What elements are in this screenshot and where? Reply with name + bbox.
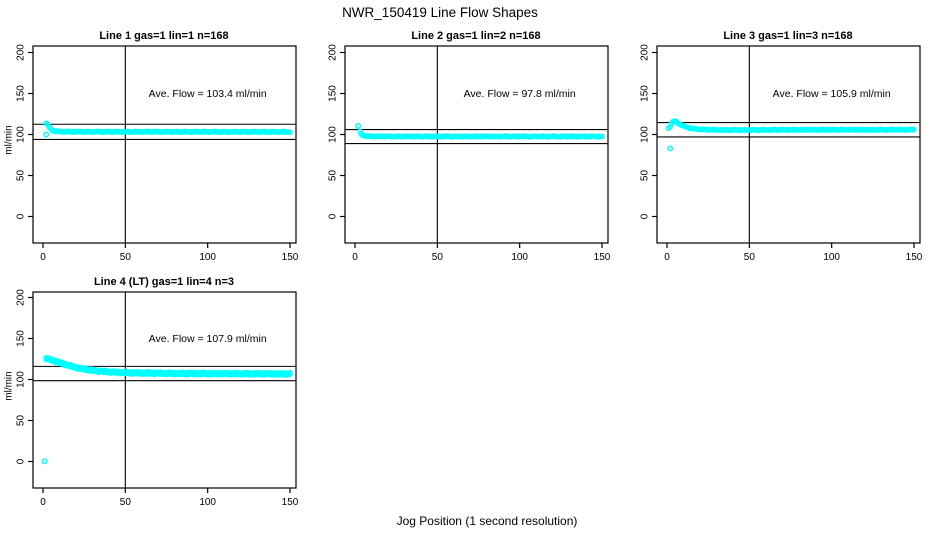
data-point [287,369,293,376]
y-tick-label: 0 [16,458,27,464]
x-tick-label: 0 [352,252,358,263]
panel-3-plot: 0 50 100 150 0 50 100 150 200 Ave. Flow = 105.9 m… [640,44,923,263]
y-tick-label: 150 [640,85,651,102]
x-tick-label: 100 [199,252,216,263]
outlier-point [667,145,674,152]
x-tick-label: 50 [432,252,444,263]
x-tick-label: 50 [744,252,756,263]
panel-4-plot: 0 50 100 150 0 50 100 150 200 Ave. Flow = 107.9 m… [16,289,299,508]
y-tick-label: 50 [640,170,651,182]
x-tick-label: 150 [594,252,611,263]
y-tick-label: 50 [328,170,339,182]
data-point [287,129,293,136]
y-tick-label: 0 [328,213,339,219]
x-tick-label: 150 [282,497,299,508]
data-point [599,133,605,140]
y-tick-label: 50 [16,415,27,427]
y-axis-label-row1: ml/min [3,125,15,155]
plot-box [32,45,297,244]
x-tick-label: 50 [120,497,132,508]
y-tick-label: 100 [16,371,27,388]
y-tick-label: 100 [16,126,27,143]
y-tick-label: 0 [16,213,27,219]
y-tick-label: 0 [640,213,651,219]
x-tick-label: 0 [664,252,670,263]
ave-flow-annotation: Ave. Flow = 107.9 ml/min [149,333,267,345]
ave-flow-annotation: Ave. Flow = 97.8 ml/min [464,88,576,100]
panel-1-plot: 0 50 100 150 0 50 100 150 200 Ave. Flow = 103.4 m… [16,44,299,263]
outlier-point [41,458,48,465]
x-axis-label: Jog Position (1 second resolution) [396,514,578,528]
y-tick-label: 100 [328,126,339,143]
x-tick-label: 150 [906,252,923,263]
y-tick-label: 100 [640,126,651,143]
y-axis-label-row2: ml/min [3,371,15,401]
ave-flow-annotation: Ave. Flow = 103.4 ml/min [149,88,267,100]
x-tick-label: 0 [40,497,46,508]
x-tick-label: 100 [823,252,840,263]
outlier-point [43,131,50,138]
y-tick-label: 50 [16,170,27,182]
x-tick-label: 100 [199,497,216,508]
x-tick-label: 50 [120,252,132,263]
ave-flow-annotation: Ave. Flow = 105.9 ml/min [773,88,891,100]
plot-box [32,291,297,489]
panel-2-title: Line 2 gas=1 lin=2 n=168 [411,30,541,42]
panel-4-title: Line 4 (LT) gas=1 lin=4 n=3 [93,276,235,288]
y-tick-label: 150 [328,85,339,102]
chart-main-title: NWR_150419 Line Flow Shapes [342,5,538,20]
y-tick-label: 150 [16,330,27,347]
y-tick-label: 200 [16,289,27,306]
x-tick-label: 150 [282,252,299,263]
y-tick-label: 200 [16,44,27,61]
panel-3-title: Line 3 gas=1 lin=3 n=168 [723,30,853,42]
panel-1-title: Line 1 gas=1 lin=1 n=168 [99,30,229,42]
outlier-point [355,122,362,129]
x-tick-label: 100 [511,252,528,263]
panel-2-plot: 0 50 100 150 0 50 100 150 200 Ave. Flow = 97.8 ml… [328,44,611,263]
plot-box [344,45,609,244]
y-tick-label: 200 [640,44,651,61]
x-tick-label: 0 [40,252,46,263]
y-tick-label: 150 [16,85,27,102]
y-tick-label: 200 [328,44,339,61]
plot-box [656,45,921,244]
data-point [911,126,917,133]
